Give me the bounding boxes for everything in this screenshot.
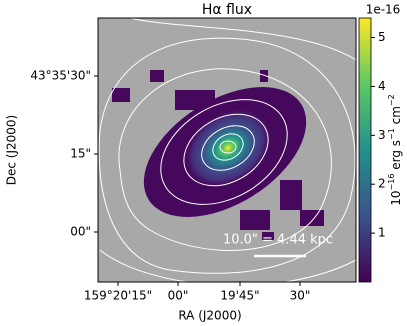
x-tick-label: 19'45" <box>220 289 259 303</box>
chart-title: Hα flux <box>202 2 252 18</box>
colorbar <box>358 17 372 283</box>
contours <box>98 18 356 282</box>
y-tick-label: 43°35'30" <box>30 69 91 83</box>
colorbar-label: 10−16 erg s−1 cm−2 <box>387 94 403 205</box>
colorbar-label-part: cm <box>389 106 403 128</box>
colorbar-offset: 1e-16 <box>366 3 401 17</box>
colorbar-tick-label: 4 <box>378 79 386 93</box>
colorbar-tick-label: 3 <box>378 128 386 142</box>
x-tick-label: 00" <box>168 289 189 303</box>
x-tick-label: 30" <box>290 289 311 303</box>
plot-frame <box>97 17 357 283</box>
image: 10.0" = 4.44 kpc <box>98 18 356 282</box>
y-tick-label: 15" <box>70 147 91 161</box>
colorbar-label-part: −16 <box>387 174 396 191</box>
y-axis-label: Dec (J2000) <box>5 115 19 185</box>
colorbar-tick-label: 1 <box>378 226 386 240</box>
colorbar-tick-label: 5 <box>378 30 386 44</box>
colorbar-label-part: −1 <box>387 128 396 140</box>
colorbar-label-part: erg s <box>389 140 403 174</box>
emission-core <box>183 107 273 189</box>
y-tick-label: 00" <box>70 225 91 239</box>
x-axis-label: RA (J2000) <box>178 309 241 323</box>
colorbar-tick-label: 2 <box>378 177 386 191</box>
colorbar-label-part: −2 <box>387 94 396 106</box>
scale-bar-label: 10.0" = 4.44 kpc <box>223 233 333 248</box>
x-tick-label: 159°20'15" <box>84 289 152 303</box>
colorbar-label-part: 10 <box>389 190 403 205</box>
